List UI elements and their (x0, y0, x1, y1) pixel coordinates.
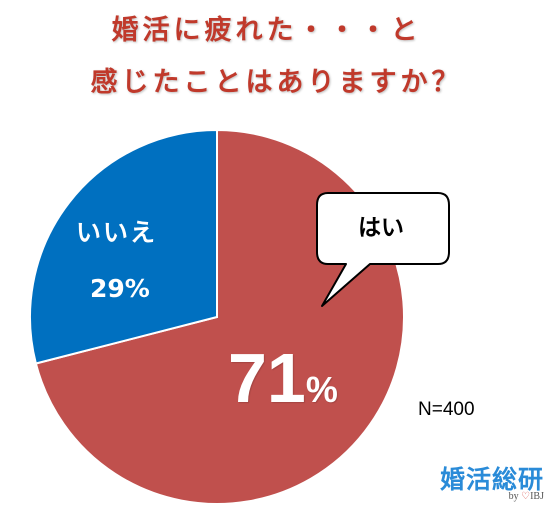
chart-title-line-2: 感じたことはありますか？ (90, 67, 463, 98)
sample-size: N=400 (418, 399, 475, 420)
slice-value-yes: 71% (228, 339, 338, 417)
slice-value-no: 29% (90, 274, 150, 303)
pie-slice-yes (34, 128, 405, 505)
chart-title-line-1: 婚活に疲れた・・・と (111, 15, 422, 46)
callout-label-yes: はい (358, 215, 404, 241)
pie-slice-no (29, 128, 218, 365)
slice-label-no: いいえ (76, 218, 158, 247)
brand-logo: 婚活総研 by ♡IBJ (440, 460, 550, 510)
pie-slices (29, 128, 405, 505)
logo-text: 婚活総研 (440, 465, 545, 494)
logo-byline: by ♡IBJ (508, 491, 544, 502)
callout-bubble (316, 192, 450, 307)
